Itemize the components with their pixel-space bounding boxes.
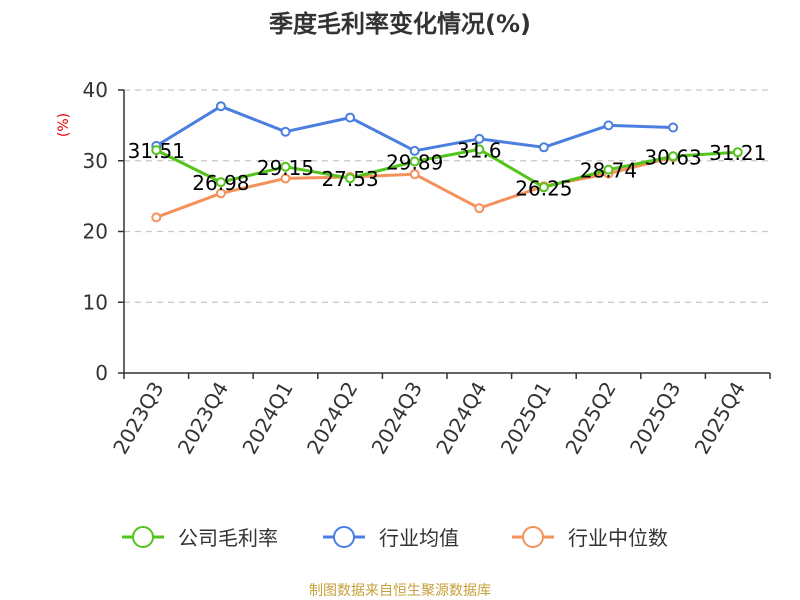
legend-label-0: 公司毛利率 (178, 526, 278, 550)
series-line-1 (155, 104, 674, 153)
x-tick-label-2024Q3: 2024Q3 (367, 378, 427, 459)
series-line-0 (155, 147, 738, 189)
legend-marker-0 (132, 526, 154, 548)
data-label-7: 28.74 (580, 159, 637, 183)
point-s0-9 (732, 147, 743, 158)
y-tick-label-10: 10 (83, 290, 108, 314)
data-labels: 31.51 26.98 29.15 27.53 29.89 31.6 26.25 28.74 3… (128, 138, 767, 200)
data-label-5: 31.6 (457, 138, 502, 162)
source-note: 制图数据来自恒生聚源数据库 (309, 583, 491, 599)
x-tick-label-2024Q1: 2024Q1 (237, 378, 297, 459)
data-label-3: 27.53 (321, 167, 378, 191)
data-label-1: 26.98 (192, 171, 249, 195)
point-s1-3 (345, 112, 356, 123)
x-ticks: 2023Q3 2023Q4 2024Q1 2024Q2 2024Q3 2024Q4 2025… (108, 373, 771, 459)
point-s2-4 (409, 169, 420, 180)
data-label-0: 31.51 (128, 139, 185, 163)
point-s2-2 (280, 173, 291, 184)
point-s0-4 (409, 156, 420, 167)
x-tick-label-2023Q3: 2023Q3 (108, 378, 168, 459)
data-label-6: 26.25 (515, 176, 572, 200)
x-tick-label-2023Q4: 2023Q4 (173, 378, 233, 459)
x-tick-label-2025Q4: 2025Q4 (690, 378, 750, 459)
grid-lines (124, 89, 770, 303)
point-s1-4 (409, 145, 420, 156)
point-s1-6 (538, 142, 549, 153)
data-label-2: 29.15 (257, 156, 314, 180)
x-tick-label-2024Q4: 2024Q4 (431, 378, 491, 459)
data-label-4: 29.89 (386, 151, 443, 175)
point-s2-5 (474, 203, 485, 214)
data-label-9: 31.21 (709, 141, 766, 165)
y-tick-label-30: 30 (83, 149, 108, 173)
point-s1-2 (280, 126, 291, 137)
point-s2-1 (215, 188, 226, 199)
y-tick-label-40: 40 (83, 78, 108, 102)
legend-marker-1 (333, 526, 355, 548)
x-tick-label-2025Q2: 2025Q2 (560, 378, 620, 459)
legend-label-2: 行业中位数 (568, 526, 668, 550)
point-s0-5 (474, 144, 485, 155)
y-tick-label-20: 20 (83, 220, 108, 244)
legend-marker-2 (522, 526, 544, 548)
y-tick-label-0: 0 (95, 361, 108, 385)
point-s0-6 (538, 182, 549, 193)
point-s1-5 (474, 133, 485, 144)
series-points (151, 101, 743, 223)
legend-label-1: 行业均值 (379, 526, 459, 550)
point-s0-1 (215, 177, 226, 188)
point-s0-3 (345, 173, 356, 184)
x-tick-label-2024Q2: 2024Q2 (302, 378, 362, 459)
point-s2-0 (151, 212, 162, 223)
data-label-8: 30.63 (644, 145, 701, 169)
point-s1-7 (603, 120, 614, 131)
y-axis-unit: (%) (56, 113, 72, 137)
point-s0-7 (603, 164, 614, 175)
y-ticks: 0 10 20 30 40 (83, 78, 124, 385)
point-s1-1 (215, 101, 226, 112)
x-tick-label-2025Q1: 2025Q1 (496, 378, 556, 459)
point-s0-0 (151, 145, 162, 156)
point-s0-2 (280, 161, 291, 172)
chart-title: 季度毛利率变化情况(%) (269, 10, 531, 38)
point-s0-8 (668, 151, 679, 162)
point-s1-8 (668, 122, 679, 133)
legend: 公司毛利率 行业均值 行业中位数 (122, 526, 668, 550)
x-tick-label-2025Q3: 2025Q3 (625, 378, 685, 459)
